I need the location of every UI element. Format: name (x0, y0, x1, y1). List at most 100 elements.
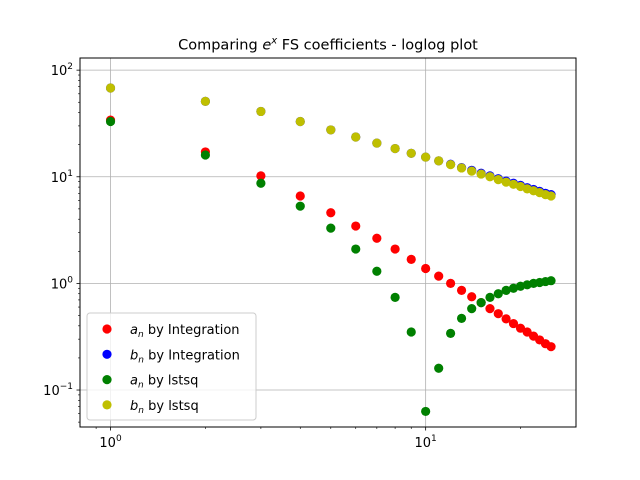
data-point (515, 323, 526, 333)
data-point (508, 318, 519, 329)
data-point (546, 191, 556, 201)
x-tick-mantissa: 10 (415, 436, 432, 451)
data-point (467, 166, 477, 176)
y-tick-mantissa: 10 (51, 64, 68, 79)
data-point (446, 160, 456, 170)
data-point (446, 278, 456, 288)
data-point (326, 125, 336, 135)
legend-label: bn by lstsq (130, 399, 199, 416)
data-point (456, 163, 467, 173)
data-point (421, 406, 431, 417)
data-point (406, 327, 416, 337)
legend-label-rest: by Integration (144, 348, 240, 363)
data-point (256, 171, 266, 181)
data-point (326, 223, 336, 233)
data-point (485, 304, 495, 314)
legend-label-base: a (130, 374, 138, 389)
data-point (105, 83, 116, 93)
data-point (326, 208, 336, 218)
legend-label-base: a (130, 323, 138, 338)
data-point (434, 363, 444, 373)
y-tick-mantissa: 10 (43, 384, 60, 399)
legend-label: an by lstsq (130, 374, 198, 391)
data-point (485, 292, 495, 302)
legend-marker (102, 324, 112, 334)
x-tick-mantissa: 10 (99, 436, 116, 451)
legend-label: bn by Integration (130, 348, 240, 365)
data-point (390, 143, 400, 154)
data-points (105, 83, 556, 417)
series-1-points (105, 115, 556, 352)
legend-label-rest: by lstsq (144, 374, 199, 389)
series-3-points (105, 116, 556, 417)
legend-label-base: b (130, 399, 138, 414)
data-point (485, 172, 495, 182)
title-part-before: Comparing (178, 38, 262, 54)
data-point (434, 156, 444, 166)
series-4-points (105, 83, 556, 201)
legend-label-subscript: n (138, 330, 144, 340)
y-tick-label: 102 (51, 62, 73, 79)
legend-label-subscript: n (138, 406, 144, 416)
data-point (372, 266, 382, 276)
data-point (295, 201, 305, 211)
x-tick-exponent: 1 (431, 434, 437, 444)
data-point (351, 221, 361, 231)
data-point (256, 178, 266, 188)
legend-marker (102, 349, 112, 359)
legend-label-subscript: n (138, 355, 144, 365)
x-tick-label: 100 (99, 434, 122, 451)
y-tick-mantissa: 10 (51, 277, 68, 292)
data-point (406, 148, 416, 158)
data-point (406, 254, 416, 264)
legend-label-subscript: n (138, 381, 144, 391)
data-point (434, 271, 444, 281)
legend-marker (102, 375, 112, 385)
y-tick-exponent: 2 (67, 62, 73, 72)
data-point (493, 175, 503, 185)
y-tick-mantissa: 10 (51, 171, 68, 186)
series-2-points (105, 83, 556, 200)
legend-label-base: b (130, 348, 138, 363)
data-point (200, 150, 210, 160)
data-point (372, 138, 382, 148)
data-point (501, 285, 511, 295)
y-tick-exponent: 1 (67, 169, 73, 179)
legend-marker (102, 400, 112, 410)
data-point (508, 179, 519, 189)
y-tick-exponent: 0 (67, 275, 73, 285)
data-point (493, 289, 503, 299)
data-point (351, 244, 361, 254)
legend-label-rest: by Integration (144, 323, 240, 338)
data-point (390, 292, 400, 302)
data-point (501, 314, 511, 324)
data-point (446, 328, 456, 338)
y-tick-exponent: −1 (60, 382, 73, 392)
data-point (476, 298, 486, 308)
data-point (421, 152, 431, 162)
data-point (256, 106, 266, 117)
data-point (295, 191, 305, 201)
x-tick-exponent: 0 (116, 434, 122, 444)
data-point (501, 177, 511, 187)
y-tick-label: 10−1 (43, 382, 73, 399)
data-point (200, 96, 210, 106)
data-point (546, 276, 556, 286)
legend-label-rest: by lstsq (144, 399, 199, 414)
data-point (456, 285, 467, 295)
plot-area-frame (79, 57, 577, 428)
data-point (421, 263, 431, 274)
y-tick-label: 101 (51, 169, 73, 186)
data-point (390, 244, 400, 254)
data-point (456, 313, 467, 323)
legend-label: an by Integration (130, 323, 240, 340)
data-point (493, 309, 503, 319)
title-part-after: FS coefficients - loglog plot (277, 38, 478, 54)
data-point (467, 304, 477, 314)
data-point (105, 116, 116, 127)
y-tick-label: 100 (51, 275, 74, 292)
data-point (351, 132, 361, 142)
